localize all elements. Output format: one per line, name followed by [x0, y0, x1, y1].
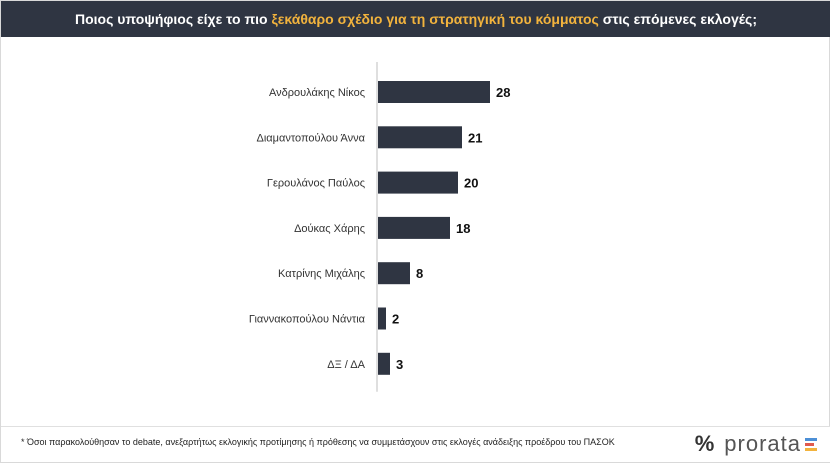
data-label: 8	[416, 266, 423, 281]
data-label: 20	[464, 176, 478, 191]
category-label: Γερουλάνος Παύλος	[267, 178, 365, 190]
chart-title: Ποιος υποψήφιος είχε το πιο ξεκάθαρο σχέ…	[1, 1, 830, 37]
category-label: Δούκας Χάρης	[294, 223, 365, 235]
bar	[378, 216, 450, 239]
title-part-2: στις επόμενες εκλογές;	[598, 11, 757, 27]
data-label: 2	[392, 312, 399, 327]
category-label: Διαμαντοπούλου Άννα	[257, 132, 366, 144]
data-label: 3	[396, 357, 403, 372]
data-label: 28	[496, 85, 510, 100]
category-label: Κατρίνης Μιχάλης	[278, 268, 365, 280]
bar	[378, 307, 386, 330]
bar	[378, 81, 490, 103]
footer: * Όσοι παρακολούθησαν το debate, ανεξαρτ…	[1, 426, 830, 462]
prorata-logo: % prorata	[695, 431, 817, 457]
bar	[378, 352, 390, 375]
category-label: Ανδρουλάκης Νίκος	[269, 87, 365, 99]
bar	[378, 126, 462, 149]
logo-bars-icon	[805, 437, 817, 451]
category-label: ΔΞ / ΔΑ	[327, 359, 365, 371]
data-label: 18	[456, 221, 470, 236]
percent-logo-icon: %	[694, 431, 715, 456]
footnote: * Όσοι παρακολούθησαν το debate, ανεξαρτ…	[21, 437, 615, 447]
bar	[378, 262, 410, 285]
title-highlight: ξεκάθαρο σχέδιο για τη στρατηγική του κό…	[271, 11, 599, 27]
logo-wordmark: prorata	[724, 431, 801, 456]
data-label: 21	[468, 130, 482, 145]
category-label: Γιαννακοπούλου Νάντια	[249, 314, 366, 326]
bar	[378, 171, 458, 194]
title-part-1: Ποιος υποψήφιος είχε το πιο	[74, 11, 272, 27]
